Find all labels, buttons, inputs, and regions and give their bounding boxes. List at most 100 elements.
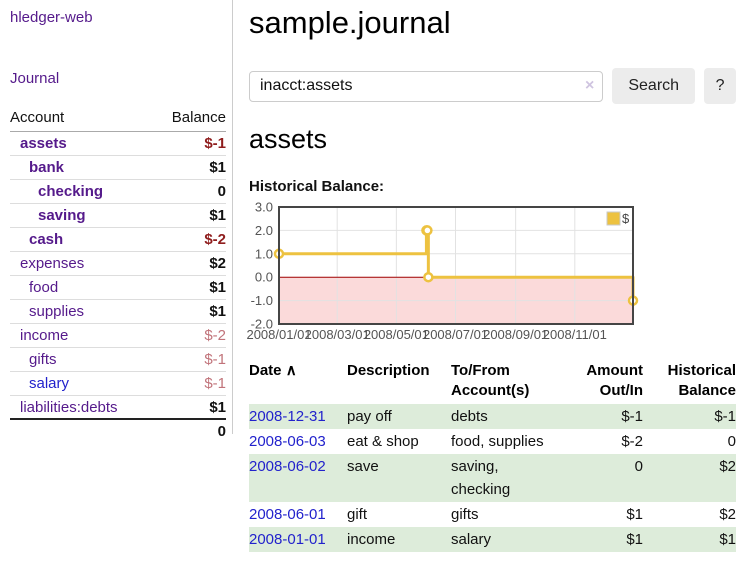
account-balance: $-1 <box>204 351 226 368</box>
search-bar: × Search ? <box>249 68 736 104</box>
transaction-amount-cell: $-2 <box>621 433 643 450</box>
account-balance: $1 <box>209 303 226 320</box>
account-row: saving $1 <box>10 204 226 228</box>
transaction-description-cell: eat & shop <box>347 433 419 450</box>
chart-title: Historical Balance: <box>249 178 385 195</box>
account-row: checking 0 <box>10 180 226 204</box>
transaction-accounts-cell: food, supplies <box>451 433 544 450</box>
search-input-wrap: × <box>249 70 604 102</box>
account-link[interactable]: checking <box>38 183 104 200</box>
account-balance: $1 <box>209 159 226 176</box>
transaction-date-link[interactable]: 2008-12-31 <box>249 408 326 425</box>
y-tick-label: -2.0 <box>251 317 273 332</box>
data-point-marker <box>422 225 433 236</box>
transaction-balance-cell: $-1 <box>643 404 736 429</box>
account-link[interactable]: liabilities:debts <box>20 398 118 416</box>
transaction-date-cell: 2008-06-03 <box>249 429 347 454</box>
y-tick-label: 2.0 <box>255 223 273 238</box>
plot-border <box>278 206 634 325</box>
account-balance: $-1 <box>204 135 226 152</box>
account-link[interactable]: saving <box>38 207 86 224</box>
account-row: food $1 <box>10 276 226 300</box>
y-tick-label: 1.0 <box>255 246 273 261</box>
transaction-amount-cell: $-1 <box>576 404 643 429</box>
account-link[interactable]: salary <box>29 375 70 392</box>
balance-column-header: Historical Balance <box>667 362 736 399</box>
transaction-row: 2008-06-02 save saving, checking 0 $2 <box>249 454 736 502</box>
transaction-description-cell: gift <box>347 506 368 523</box>
transaction-date-cell: 2008-12-31 <box>249 404 347 429</box>
transaction-row: 2008-06-01 gift gifts $1 $2 <box>249 502 736 527</box>
register-header-row: Date ∧ Description To/From Account(s) Am… <box>249 361 736 404</box>
transaction-date-cell: 2008-06-02 <box>249 454 347 502</box>
accounts-table: Account Balance assets $-1 bank $1 checking 0… <box>10 108 226 443</box>
clear-search-icon[interactable]: × <box>585 76 595 94</box>
transaction-balance-cell: 0 <box>727 433 736 450</box>
date-header-label: Date <box>249 362 282 379</box>
sidebar-item-journal[interactable]: Journal <box>10 70 60 87</box>
account-row: assets $-1 <box>10 132 226 156</box>
x-tick-label: 2008/11/01 <box>543 327 607 342</box>
transaction-amount-cell: $1 <box>576 527 643 552</box>
sort-ascending-icon: ∧ <box>285 362 297 379</box>
account-balance: $1 <box>209 207 226 224</box>
x-tick-label: 2008/09/01 <box>483 327 548 342</box>
accounts-table-header: Account Balance <box>10 108 226 132</box>
transaction-accounts-cell: saving, checking <box>451 454 576 502</box>
accounts-table-rows: assets $-1 bank $1 checking 0 saving $1 cash $-2 e… <box>10 132 226 420</box>
legend-label: $ <box>622 211 630 226</box>
accounts-column-header: To/From Account(s) <box>451 362 530 399</box>
transaction-date-link[interactable]: 2008-01-01 <box>249 531 326 548</box>
account-row: income $-2 <box>10 324 226 348</box>
transaction-amount-cell: $1 <box>626 506 643 523</box>
account-balance: $2 <box>209 255 226 272</box>
account-balance: $-1 <box>204 375 226 392</box>
transaction-row: 2008-12-31 pay off debts $-1 $-1 <box>249 404 736 429</box>
account-link[interactable]: bank <box>29 159 65 176</box>
account-row: bank $1 <box>10 156 226 180</box>
account-balance: $-2 <box>204 327 226 344</box>
transaction-balance-cell: $1 <box>643 527 736 552</box>
description-column-header: Description <box>347 362 430 379</box>
account-row: supplies $1 <box>10 300 226 324</box>
account-balance: $-2 <box>204 231 226 248</box>
main-content: sample.journal × Search ? assets Histori… <box>246 0 736 552</box>
account-link[interactable]: food <box>29 279 59 296</box>
legend-swatch <box>606 211 621 226</box>
historical-balance-chart[interactable]: $3.0 2.0 1.0 0.0 -1.0 -2.02008/01/012008/03/0… <box>246 200 649 344</box>
account-link[interactable]: expenses <box>20 255 85 272</box>
transaction-date-cell: 2008-06-01 <box>249 502 347 527</box>
search-button[interactable]: Search <box>612 68 696 104</box>
transaction-date-link[interactable]: 2008-06-02 <box>249 458 326 475</box>
date-column-header[interactable]: Date ∧ <box>249 361 347 404</box>
account-link[interactable]: cash <box>29 231 64 248</box>
account-column-header: Account <box>10 109 65 126</box>
account-heading: assets <box>249 124 328 154</box>
data-point-marker <box>423 271 434 283</box>
transaction-date-link[interactable]: 2008-06-03 <box>249 433 326 450</box>
sidebar: hledger-web Journal Account Balance asse… <box>0 0 233 440</box>
account-link[interactable]: supplies <box>29 303 85 320</box>
x-tick-label: 2008/03/01 <box>305 327 370 342</box>
account-row: cash $-2 <box>10 228 226 252</box>
transaction-balance-cell: $2 <box>643 454 736 502</box>
transaction-balance-cell: $2 <box>719 506 736 523</box>
accounts-total: 0 <box>217 423 226 440</box>
transaction-description-cell: income <box>347 527 451 552</box>
y-tick-label: 3.0 <box>255 200 273 215</box>
search-input[interactable] <box>249 70 604 102</box>
account-link[interactable]: gifts <box>29 351 57 368</box>
app-brand-link[interactable]: hledger-web <box>10 9 93 26</box>
register-table: Date ∧ Description To/From Account(s) Am… <box>249 361 736 552</box>
balance-column-header: Balance <box>171 109 226 126</box>
account-link[interactable]: assets <box>20 135 67 152</box>
help-button[interactable]: ? <box>704 68 736 104</box>
transaction-row: 2008-01-01 income salary $1 $1 <box>249 527 736 552</box>
account-link[interactable]: income <box>20 327 69 344</box>
transaction-date-link[interactable]: 2008-06-01 <box>249 506 326 523</box>
transaction-accounts-cell: gifts <box>451 506 479 523</box>
account-row: liabilities:debts $1 <box>10 396 226 420</box>
account-balance: 0 <box>217 183 226 200</box>
account-row: gifts $-1 <box>10 348 226 372</box>
amount-column-header: Amount Out/In <box>586 362 643 399</box>
